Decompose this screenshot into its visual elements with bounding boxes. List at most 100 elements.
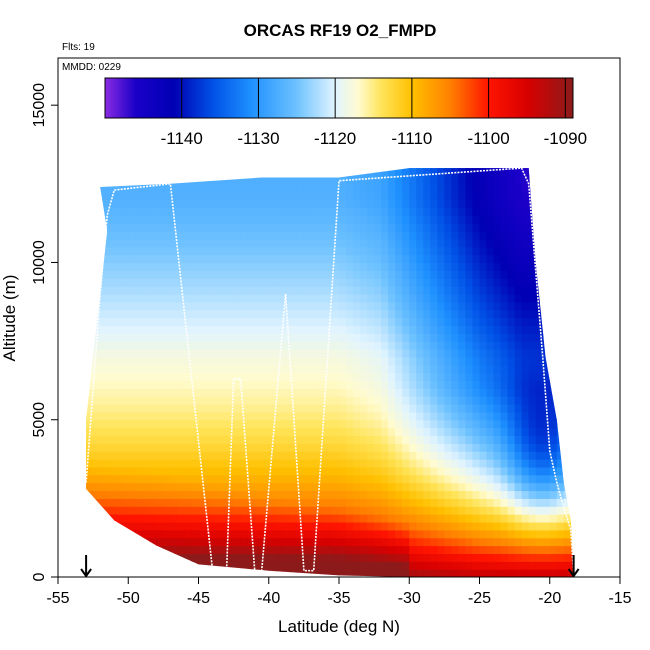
heatmap-cell	[156, 168, 164, 169]
heatmap-cell	[521, 364, 530, 374]
heatmap-cell	[240, 506, 249, 515]
heatmap-cell	[437, 569, 445, 577]
heatmap-cell	[135, 451, 143, 460]
heatmap-cell	[500, 356, 509, 366]
heatmap-cell	[254, 364, 263, 374]
heatmap-cell	[310, 482, 319, 492]
heatmap-cell	[472, 435, 481, 444]
heatmap-cell	[296, 411, 305, 421]
heatmap-cell	[437, 498, 445, 507]
heatmap-cell	[514, 498, 523, 507]
heatmap-cell	[472, 514, 481, 523]
heatmap-cell	[423, 427, 431, 437]
heatmap-cell	[191, 341, 200, 350]
heatmap-cell	[549, 435, 558, 444]
heatmap-cell	[170, 506, 179, 515]
heatmap-cell	[219, 514, 228, 523]
heatmap-cell	[346, 325, 354, 334]
heatmap-cell	[261, 168, 270, 169]
heatmap-cell	[521, 191, 530, 201]
heatmap-cell	[388, 569, 396, 577]
heatmap-cell	[556, 388, 565, 397]
heatmap-cell	[135, 301, 143, 311]
heatmap-cell	[493, 388, 502, 397]
heatmap-cell	[549, 254, 558, 264]
heatmap-cell	[563, 325, 572, 334]
heatmap-cell	[556, 380, 565, 389]
heatmap-cell	[191, 231, 200, 240]
heatmap-cell	[261, 231, 270, 240]
heatmap-cell	[212, 514, 221, 523]
heatmap-cell	[149, 553, 157, 562]
heatmap-cell	[493, 372, 502, 382]
heatmap-cell	[500, 309, 509, 319]
heatmap-cell	[346, 309, 354, 319]
x-axis-label: Latitude (deg N)	[278, 617, 400, 636]
heatmap-cell	[240, 333, 249, 342]
heatmap-cell	[339, 569, 347, 577]
heatmap-cell	[93, 175, 101, 185]
heatmap-cell	[444, 506, 452, 515]
heatmap-cell	[86, 223, 87, 232]
heatmap-cell	[507, 325, 516, 334]
heatmap-cell	[353, 561, 361, 570]
heatmap-cell	[107, 207, 115, 216]
heatmap-cell	[381, 451, 389, 460]
heatmap-cell	[156, 506, 164, 515]
heatmap-cell	[409, 254, 417, 264]
heatmap-cell	[465, 325, 474, 334]
heatmap-cell	[149, 270, 157, 279]
heatmap-cell	[416, 333, 424, 342]
heatmap-cell	[114, 561, 122, 570]
heatmap-cell	[500, 286, 509, 295]
heatmap-cell	[479, 561, 488, 570]
heatmap-cell	[261, 443, 270, 452]
heatmap-cell	[177, 553, 186, 562]
heatmap-cell	[409, 411, 417, 421]
heatmap-cell	[135, 168, 143, 169]
heatmap-cell	[212, 348, 221, 358]
heatmap-cell	[521, 207, 530, 216]
heatmap-cell	[142, 521, 150, 531]
heatmap-cell	[205, 341, 214, 350]
heatmap-cell	[472, 388, 481, 397]
heatmap-cell	[521, 506, 530, 515]
heatmap-cell	[226, 521, 235, 531]
colorbar-ticks: -1140 -1130 -1120 -1110 -1100 -1090	[161, 78, 587, 148]
heatmap-cell	[451, 411, 460, 421]
heatmap-cell	[416, 238, 424, 248]
heatmap-cell	[261, 529, 270, 539]
heatmap-cell	[198, 529, 207, 539]
heatmap-cell	[500, 388, 509, 397]
heatmap-cell	[556, 474, 565, 484]
heatmap-cell	[93, 254, 101, 264]
heatmap-cell	[360, 514, 368, 523]
heatmap-cell	[240, 372, 249, 382]
heatmap-cell	[114, 231, 122, 240]
heatmap-cell	[528, 293, 537, 303]
heatmap-cell	[261, 223, 270, 232]
heatmap-cell	[542, 521, 551, 531]
heatmap-cell	[570, 482, 574, 492]
heatmap-cell	[310, 474, 319, 484]
heatmap-cell	[128, 262, 136, 271]
heatmap-cell	[458, 270, 467, 279]
heatmap-cell	[549, 309, 558, 319]
heatmap-cell	[142, 317, 150, 326]
heatmap-cell	[423, 325, 431, 334]
heatmap-cell	[486, 325, 495, 334]
heatmap-cell	[198, 270, 207, 279]
heatmap-cell	[289, 270, 298, 279]
heatmap-cell	[303, 199, 312, 209]
heatmap-cell	[212, 474, 221, 484]
heatmap-cell	[219, 238, 228, 248]
heatmap-cell	[205, 388, 214, 397]
heatmap-cell	[451, 482, 460, 492]
heatmap-cell	[303, 482, 312, 492]
heatmap-cell	[219, 490, 228, 499]
heatmap-cell	[472, 372, 481, 382]
heatmap-cell	[219, 396, 228, 405]
heatmap-cell	[465, 553, 474, 562]
heatmap-cell	[212, 545, 221, 555]
heatmap-cell	[128, 286, 136, 295]
